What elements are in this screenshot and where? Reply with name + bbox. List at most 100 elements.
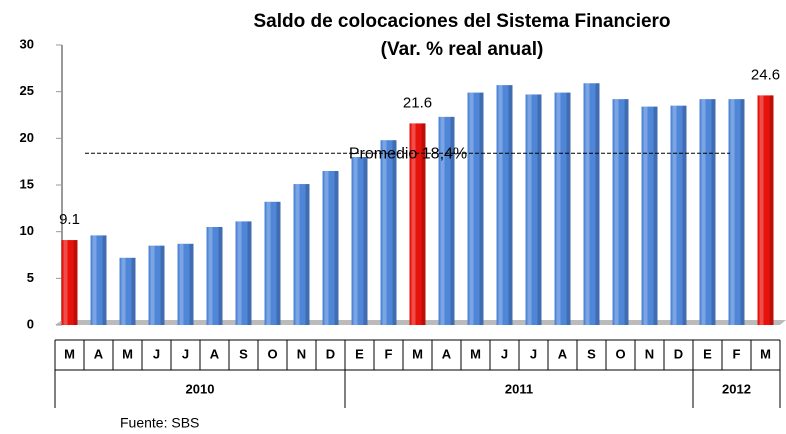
bar <box>670 105 687 326</box>
bar-shine <box>121 257 126 325</box>
bar-shade <box>305 184 310 325</box>
bar-shade <box>73 240 78 325</box>
bar <box>90 235 107 325</box>
x-tick-label: O <box>267 346 277 361</box>
bar-shade <box>479 92 484 325</box>
bar <box>467 92 484 325</box>
x-tick-label: M <box>760 346 771 361</box>
y-tick-label: 30 <box>20 36 34 51</box>
bar <box>264 201 281 325</box>
x-tick-label: N <box>645 346 654 361</box>
x-tick-label: E <box>703 346 712 361</box>
bar <box>757 95 774 326</box>
bar <box>554 92 571 325</box>
bar <box>525 94 542 325</box>
bar-shade <box>247 221 252 325</box>
group-label: 2012 <box>722 381 751 396</box>
x-tick-label: J <box>182 346 189 361</box>
bar <box>351 157 368 325</box>
bar-shade <box>711 99 716 325</box>
bar <box>206 227 223 325</box>
bar-shine <box>759 95 764 326</box>
bar-shade <box>537 94 542 325</box>
bar-shade <box>334 171 339 325</box>
bar-shine <box>556 92 561 325</box>
bar-shine <box>585 83 590 326</box>
bar <box>148 245 165 325</box>
bar <box>380 140 397 325</box>
bar-shade <box>218 227 223 325</box>
bar <box>293 184 310 325</box>
average-label: Promedio 18,4% <box>349 145 467 162</box>
chart-subtitle: (Var. % real anual) <box>381 39 544 60</box>
x-tick-label: N <box>297 346 306 361</box>
bar <box>61 240 78 325</box>
bar <box>699 99 716 325</box>
x-tick-label: J <box>501 346 508 361</box>
bar-shine <box>63 240 68 325</box>
bar <box>583 83 600 326</box>
bar-shine <box>411 123 416 326</box>
bar <box>409 123 426 326</box>
bar-shine <box>266 201 271 325</box>
x-tick-label: D <box>326 346 335 361</box>
bar-shine <box>295 184 300 325</box>
bar-shade <box>653 106 658 325</box>
bar-shine <box>498 85 503 325</box>
bar <box>728 99 745 325</box>
bar-shade <box>595 83 600 326</box>
bar-shine <box>382 140 387 325</box>
bar-shade <box>566 92 571 325</box>
x-tick-label: M <box>64 346 75 361</box>
bar-shine <box>179 243 184 325</box>
chart-title: Saldo de colocaciones del Sistema Financ… <box>253 11 670 32</box>
bar-shine <box>353 157 358 325</box>
x-tick-label: J <box>530 346 537 361</box>
bar-shine <box>527 94 532 325</box>
x-tick-label: A <box>442 346 452 361</box>
bar-shine <box>237 221 242 325</box>
group-label: 2010 <box>186 381 215 396</box>
bar-shine <box>208 227 213 325</box>
x-tick-label: M <box>412 346 423 361</box>
bar-shade <box>102 235 107 325</box>
x-tick-label: E <box>355 346 364 361</box>
bar <box>322 171 339 325</box>
bar-shade <box>276 201 281 325</box>
x-tick-label: S <box>587 346 596 361</box>
bar-shade <box>421 123 426 326</box>
bar <box>612 99 629 325</box>
x-tick-label: F <box>385 346 393 361</box>
source: Fuente: SBS <box>120 415 199 431</box>
value-label: 21.6 <box>403 94 432 111</box>
x-tick-label: M <box>122 346 133 361</box>
bar-shade <box>624 99 629 325</box>
bar-shine <box>614 99 619 325</box>
bar-shine <box>672 105 677 326</box>
bar-shine <box>643 106 648 325</box>
y-tick-label: 25 <box>20 83 34 98</box>
y-tick-label: 0 <box>27 316 34 331</box>
bar <box>235 221 252 325</box>
bar-shade <box>740 99 745 325</box>
bar-shade <box>508 85 513 325</box>
x-tick-label: F <box>733 346 741 361</box>
y-tick-label: 15 <box>20 176 34 191</box>
bar <box>641 106 658 325</box>
bar-shine <box>730 99 735 325</box>
bar-shine <box>92 235 97 325</box>
y-tick-label: 10 <box>20 223 34 238</box>
x-tick-label: A <box>94 346 104 361</box>
bar-shade <box>363 157 368 325</box>
bar-shade <box>131 257 136 325</box>
y-tick-label: 20 <box>20 130 34 145</box>
bar-shine <box>469 92 474 325</box>
bar <box>119 257 136 325</box>
x-tick-label: J <box>153 346 160 361</box>
bar <box>496 85 513 325</box>
bar-shade <box>450 116 455 325</box>
value-label: 24.6 <box>751 66 780 83</box>
bar-shade <box>392 140 397 325</box>
y-tick-label: 5 <box>27 270 34 285</box>
